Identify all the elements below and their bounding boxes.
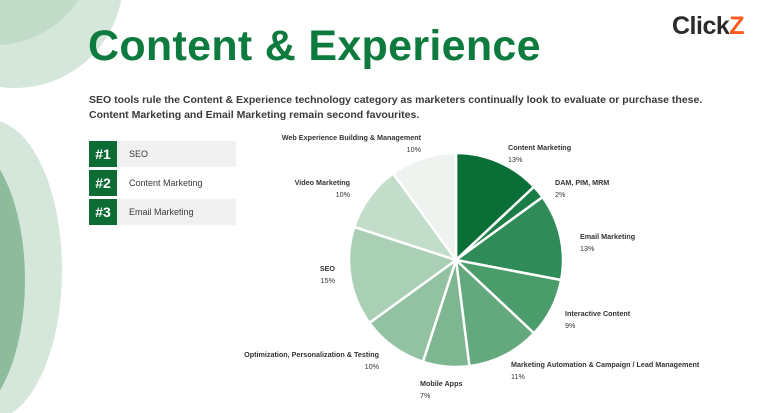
subtitle-line-1: SEO tools rule the Content & Experience … bbox=[89, 94, 703, 106]
ranking-item-1: #1 SEO bbox=[89, 141, 236, 167]
clickz-logo: ClickZ bbox=[672, 12, 745, 40]
slice-label-2: Email Marketing bbox=[580, 232, 635, 241]
rank-badge: #2 bbox=[89, 170, 117, 196]
slice-value-9: 10% bbox=[407, 145, 422, 154]
pie-slice-7 bbox=[347, 225, 459, 325]
rank-label: Email Marketing bbox=[117, 199, 236, 225]
subtitle-line-2: Content Marketing and Email Marketing re… bbox=[89, 109, 420, 121]
slice-value-8: 10% bbox=[336, 190, 351, 199]
slice-value-7: 15% bbox=[321, 276, 336, 285]
pie-slice-9 bbox=[391, 151, 458, 264]
slice-value-0: 13% bbox=[508, 155, 523, 164]
slice-label-6: Optimization, Personalization & Testing bbox=[244, 350, 379, 359]
page-subtitle: SEO tools rule the Content & Experience … bbox=[89, 93, 709, 123]
rank-badge: #1 bbox=[89, 141, 117, 167]
slice-label-1: DAM, PIM, MRM bbox=[555, 178, 609, 187]
slice-label-5: Mobile Apps bbox=[420, 379, 462, 388]
slice-value-3: 9% bbox=[565, 321, 576, 330]
slice-value-2: 13% bbox=[580, 244, 595, 253]
page-title: Content & Experience bbox=[88, 22, 541, 70]
ranking-item-3: #3 Email Marketing bbox=[89, 199, 236, 225]
slice-label-0: Content Marketing bbox=[508, 143, 571, 152]
pie-slice-0 bbox=[454, 151, 536, 263]
slice-value-4: 11% bbox=[511, 372, 525, 381]
pie-slice-4 bbox=[454, 256, 536, 368]
pie-slice-2 bbox=[452, 195, 565, 282]
slice-label-7: SEO bbox=[320, 264, 336, 273]
slice-label-3: Interactive Content bbox=[565, 309, 631, 318]
ranking-item-2: #2 Content Marketing bbox=[89, 170, 236, 196]
slice-label-8: Video Marketing bbox=[295, 178, 350, 187]
slice-label-9: Web Experience Building & Management bbox=[282, 133, 422, 142]
rank-badge: #3 bbox=[89, 199, 117, 225]
rank-label: SEO bbox=[117, 141, 236, 167]
slice-label-4: Marketing Automation & Campaign / Lead M… bbox=[511, 360, 700, 369]
slice-value-1: 2% bbox=[555, 190, 566, 199]
rank-label: Content Marketing bbox=[129, 178, 203, 188]
slice-value-5: 7% bbox=[420, 391, 431, 400]
slice-value-6: 10% bbox=[365, 362, 380, 371]
